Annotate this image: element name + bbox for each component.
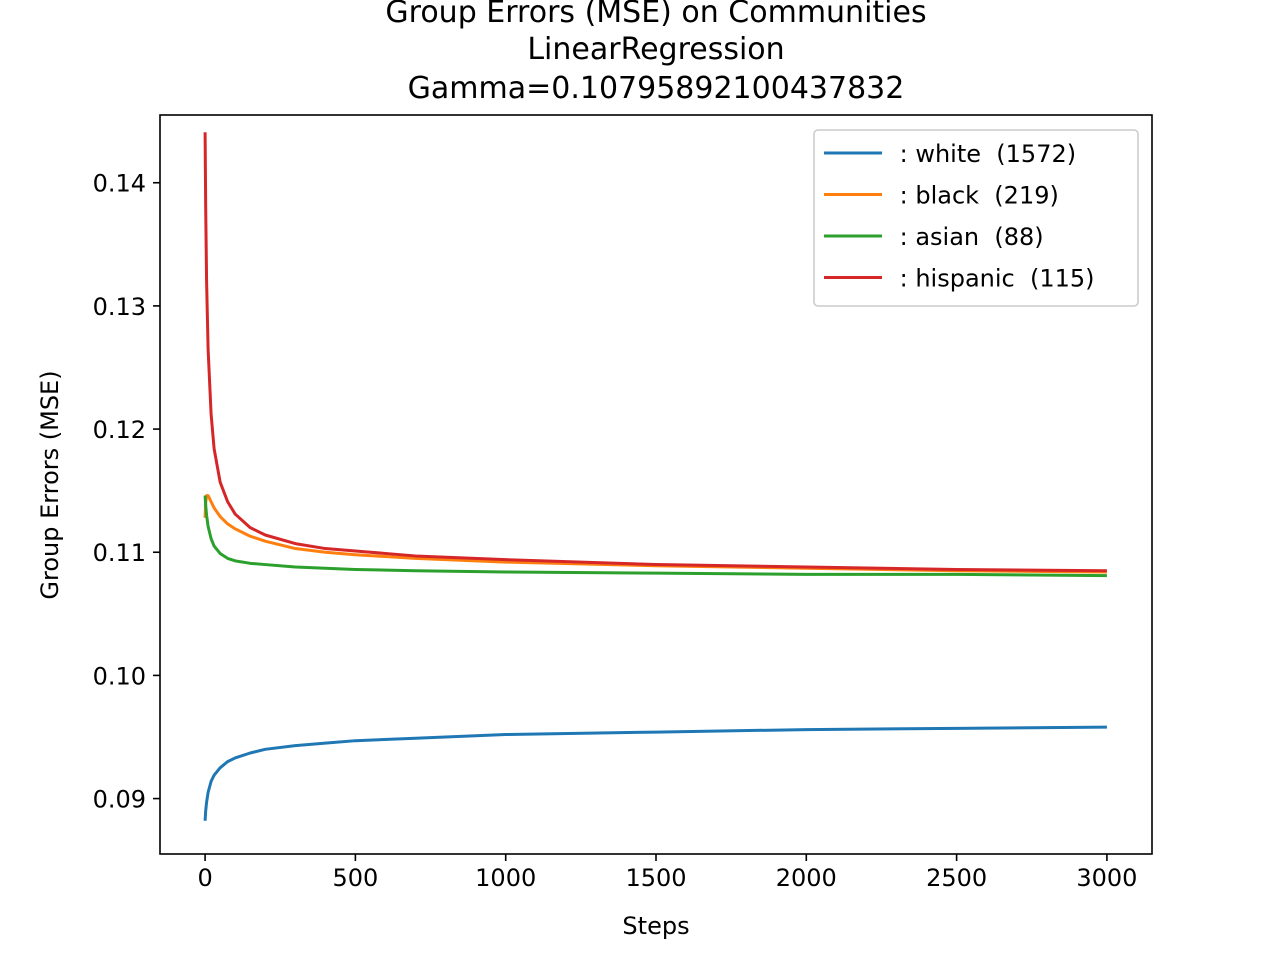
x-tick-label: 500 <box>332 864 378 892</box>
series-line-0 <box>203 725 1107 821</box>
legend-label: : black (219) <box>892 182 1059 210</box>
y-tick-label: 0.10 <box>93 662 146 690</box>
chart-title-line: Gamma=0.10795892100437832 <box>408 71 905 106</box>
x-tick-label: 2000 <box>776 864 837 892</box>
y-axis-ticks: 0.09 0.10 0.11 0.12 0.13 0.14 <box>93 170 160 814</box>
y-tick-label: 0.09 <box>93 786 146 814</box>
x-tick-label: 1000 <box>475 864 536 892</box>
x-axis-ticks: 0 500 1000 1500 2000 2500 3000 <box>197 854 1137 892</box>
chart-title: Group Errors (MSE) on CommunitiesLinearR… <box>385 0 926 106</box>
x-tick-label: 2500 <box>926 864 987 892</box>
legend: : white (1572) : black (219) : asian (88… <box>813 129 1139 307</box>
series-layer <box>203 132 1107 821</box>
x-axis-label: Steps <box>622 912 689 940</box>
y-tick-label: 0.12 <box>93 416 146 444</box>
x-tick-label: 1500 <box>625 864 686 892</box>
y-tick-label: 0.13 <box>93 293 146 321</box>
y-tick-label: 0.14 <box>93 170 146 198</box>
legend-label: : asian (88) <box>892 223 1044 251</box>
x-tick-label: 0 <box>197 864 212 892</box>
chart-title-line: LinearRegression <box>527 32 784 67</box>
y-axis-label: Group Errors (MSE) <box>36 370 64 599</box>
series-line-3 <box>203 132 1107 573</box>
series-line-2 <box>203 495 1107 578</box>
legend-label: : hispanic (115) <box>892 265 1095 293</box>
legend-label: : white (1572) <box>892 140 1076 168</box>
chart-title-line: Group Errors (MSE) on Communities <box>385 0 926 30</box>
x-tick-label: 3000 <box>1076 864 1137 892</box>
y-tick-label: 0.11 <box>93 539 146 567</box>
legend-box <box>813 129 1139 307</box>
